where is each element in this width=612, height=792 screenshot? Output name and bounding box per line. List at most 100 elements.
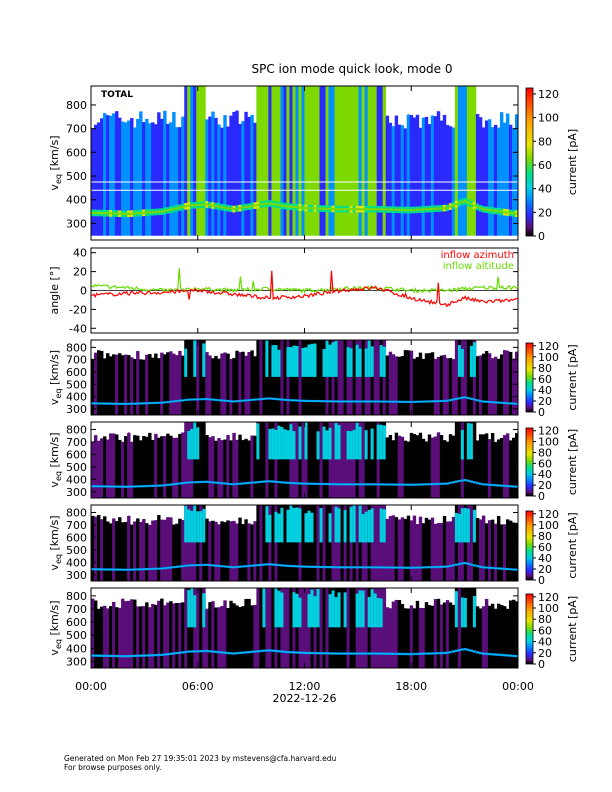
heatmap-cell (274, 429, 278, 460)
colorbar-tick-label: 0 (538, 658, 545, 671)
heatmap-column (358, 588, 363, 668)
heatmap-core-peak (130, 655, 134, 657)
heatmap-column (322, 340, 326, 415)
heatmap-core-peak (163, 654, 167, 655)
heatmap-column (355, 422, 360, 498)
heatmap-column (397, 600, 402, 668)
heatmap-column (268, 422, 272, 498)
heatmap-column (403, 350, 408, 415)
heatmap-column (184, 340, 188, 415)
heatmap-cell (196, 511, 200, 543)
heatmap-core-peak (391, 401, 396, 403)
y-tick-label: -20 (69, 303, 87, 316)
heatmap-column (499, 354, 504, 415)
heatmap-core-peak (211, 204, 215, 207)
panel-label: B sensor (101, 426, 145, 436)
heatmap-column (394, 432, 399, 498)
heatmap-column (274, 505, 278, 581)
heatmap-core-peak (433, 652, 438, 654)
heatmap-column (184, 505, 188, 581)
heatmap-column (472, 340, 477, 415)
heatmap-core-peak (106, 655, 110, 657)
heatmap-core-peak (331, 566, 335, 568)
heatmap-core-peak (421, 401, 426, 402)
heatmap-column (439, 120, 444, 240)
heatmap-column (391, 126, 396, 240)
heatmap-column (283, 86, 287, 240)
heatmap-column (142, 436, 146, 498)
heatmap-core-peak (199, 564, 203, 566)
heatmap-core-peak (406, 208, 411, 212)
heatmap-column (319, 86, 323, 240)
heatmap-column (373, 422, 378, 498)
heatmap-core-peak (406, 484, 411, 486)
heatmap-column (247, 523, 251, 581)
heatmap-column (415, 524, 420, 581)
heatmap-core-peak (256, 481, 260, 483)
heatmap-core-peak (400, 653, 405, 655)
heatmap-core-peak (139, 211, 143, 215)
heatmap-column (499, 438, 504, 498)
heatmap-core-peak (499, 402, 504, 404)
heatmap-column (262, 588, 266, 668)
heatmap-core-peak (178, 483, 182, 484)
y-tick-label: 40 (73, 247, 87, 260)
heatmap-core-peak (388, 653, 393, 655)
heatmap-column (295, 505, 299, 581)
heatmap-column (262, 86, 266, 240)
heatmap-cell (295, 593, 299, 628)
heatmap-core-peak (280, 399, 284, 400)
heatmap-core-peak (316, 207, 320, 210)
heatmap-column (406, 515, 411, 581)
heatmap-column (466, 422, 471, 498)
heatmap-core-peak (478, 652, 483, 654)
heatmap-column (325, 505, 329, 581)
colorbar (525, 87, 534, 237)
heatmap-column (313, 422, 317, 498)
heatmap-core-peak (454, 398, 459, 400)
heatmap-core-peak (445, 400, 450, 402)
heatmap-core-peak (436, 566, 441, 568)
heatmap-cell (193, 505, 197, 543)
heatmap-column (451, 435, 456, 498)
heatmap-core-peak (424, 566, 429, 568)
heatmap-core-peak (304, 652, 308, 654)
y-axis-label-unit: [km/s] (48, 135, 61, 174)
heatmap-core-peak (112, 569, 116, 570)
heatmap-core-peak (406, 567, 411, 569)
heatmap-column (361, 505, 366, 581)
heatmap-column (133, 435, 137, 498)
heatmap-column (247, 352, 251, 415)
heatmap-core-peak (361, 653, 366, 654)
heatmap-core-peak (361, 483, 366, 485)
heatmap-column (352, 588, 357, 668)
y-axis-label-sub: eq (54, 389, 63, 399)
heatmap-column (388, 434, 393, 498)
heatmap-column (484, 120, 489, 240)
heatmap-cell (280, 426, 284, 460)
heatmap-core-peak (394, 567, 399, 568)
heatmap-core-peak (316, 400, 320, 402)
heatmap-cell (367, 340, 372, 377)
heatmap-core-peak (439, 566, 444, 568)
heatmap-column (121, 441, 125, 498)
heatmap-column (271, 505, 275, 581)
heatmap-core-peak (394, 401, 399, 403)
series-line-inflow-azimuth (90, 270, 518, 308)
heatmap-core-peak (367, 208, 372, 211)
heatmap-column (286, 86, 290, 240)
heatmap-core-peak (394, 484, 399, 485)
y-tick-label: 600 (66, 366, 87, 379)
heatmap-column (394, 517, 399, 581)
heatmap-core-peak (208, 564, 212, 566)
heatmap-core-peak (208, 203, 212, 207)
heatmap-cell (337, 508, 341, 543)
heatmap-column (457, 505, 462, 581)
heatmap-cell (325, 340, 329, 377)
heatmap-column (301, 422, 305, 498)
heatmap-core-peak (463, 200, 468, 203)
heatmap-core-peak (145, 402, 149, 404)
heatmap-core-peak (202, 398, 206, 400)
heatmap-core-peak (160, 568, 164, 569)
heatmap-column (514, 114, 519, 240)
